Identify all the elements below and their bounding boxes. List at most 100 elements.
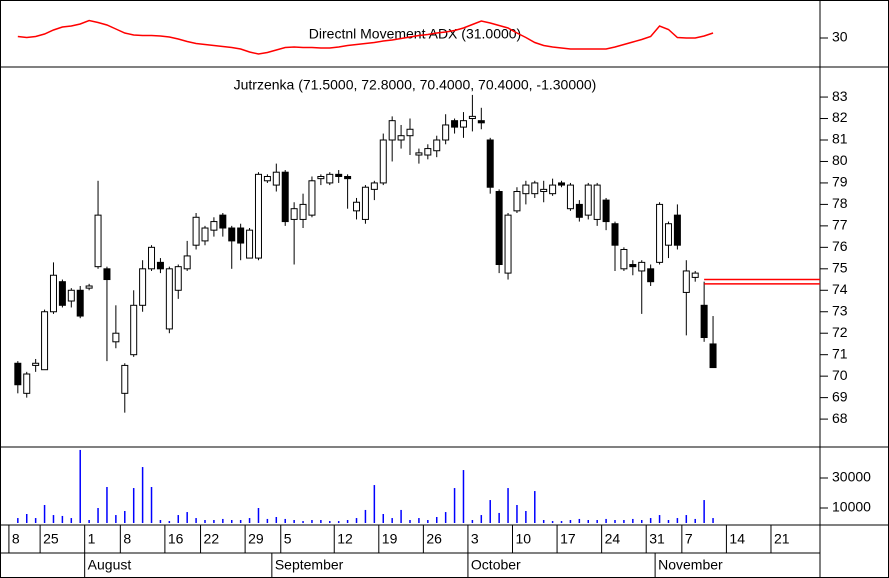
volume-bar (34, 518, 37, 523)
volume-bar (52, 515, 55, 523)
adx-title: Directnl Movement ADX (31.0000) (309, 26, 521, 42)
x-tick-label: 12 (337, 531, 353, 547)
volume-bar (614, 520, 616, 523)
candle-body (549, 184, 557, 195)
y-tick-label: 79 (832, 174, 848, 190)
candle-body (85, 285, 93, 289)
volume-bar (311, 520, 313, 523)
y-tick-label: 81 (832, 131, 848, 147)
y-tick-label: 69 (832, 388, 848, 404)
volume-bar (124, 511, 126, 523)
volume-bar (25, 514, 28, 523)
volume-bar (605, 518, 607, 523)
candle-body (94, 214, 102, 268)
y-tick-label: 77 (832, 217, 848, 233)
volume-bar (534, 491, 536, 523)
candle-body (477, 120, 485, 124)
volume-bar (551, 521, 554, 523)
y-tick-label: 10000 (832, 499, 871, 515)
y-tick-label: 70 (832, 367, 848, 383)
volume-bar (168, 521, 171, 523)
volume-bar (453, 488, 456, 523)
volume-bar (712, 518, 714, 523)
candle-body (682, 270, 690, 293)
volume-bar (418, 518, 420, 523)
volume-bar (462, 470, 465, 523)
x-tick-label: 19 (382, 531, 398, 547)
volume-bar (569, 520, 572, 523)
candle-body (76, 289, 84, 317)
volume-bar (88, 520, 90, 523)
volume-bar (213, 520, 215, 523)
volume-bar (694, 518, 696, 523)
volume-bar (427, 520, 429, 523)
volume-bar (346, 520, 349, 523)
candle-body (139, 268, 147, 306)
candle-body (58, 281, 66, 306)
volume-bar (640, 520, 643, 523)
y-tick-label: 30 (832, 29, 848, 45)
candle-body (656, 203, 664, 263)
candle-body (495, 191, 503, 266)
candle-body (299, 203, 307, 220)
adx-line (17, 19, 714, 55)
y-tick-label: 72 (832, 324, 848, 340)
volume-bar (471, 520, 474, 523)
volume-bar (596, 520, 598, 523)
volume-bar (204, 520, 206, 523)
candle-body (468, 115, 476, 120)
candle-body (41, 311, 49, 371)
volume-bar (293, 520, 295, 523)
volume-bar (337, 521, 340, 523)
volume-bar (70, 518, 73, 523)
x-tick-label: 16 (168, 531, 184, 547)
candle-body (575, 203, 583, 218)
candle-body (664, 223, 672, 246)
volume-bar (177, 515, 180, 523)
volume-bar (79, 449, 81, 523)
volume-bar (525, 511, 527, 523)
candle-body (513, 191, 521, 212)
volume-bar (186, 512, 188, 523)
candle-body (540, 188, 548, 193)
volume-bar (150, 487, 153, 523)
candle-body (103, 268, 111, 281)
volume-bar (43, 505, 46, 523)
candle-body (228, 227, 236, 242)
volume-bar (382, 514, 385, 523)
x-tick-label: 14 (729, 531, 745, 547)
candle-body (344, 175, 352, 180)
candle-body (620, 248, 628, 270)
x-tick-label: 10 (516, 531, 532, 547)
y-tick-label: 74 (832, 281, 848, 297)
x-tick-label: 8 (123, 531, 131, 547)
candle-body (183, 255, 191, 270)
candle-body (673, 214, 681, 246)
volume-bar (320, 520, 322, 523)
volume-bar (435, 517, 438, 523)
volume-bar (141, 467, 144, 523)
candle-body (691, 272, 699, 278)
volume-bar (623, 520, 625, 523)
candle-body (246, 229, 254, 259)
candle-body (459, 120, 467, 128)
candle-body (709, 343, 717, 369)
month-label: November (658, 557, 723, 573)
y-tick-label: 82 (832, 109, 848, 125)
volume-bar (516, 505, 518, 523)
x-tick-label: 31 (649, 531, 665, 547)
candle-body (397, 135, 405, 141)
candle-body (433, 139, 441, 152)
candle-body (522, 184, 530, 195)
volume-bar (391, 518, 393, 523)
candle-body (602, 199, 610, 223)
volume-bar (106, 487, 108, 523)
candle-body (451, 120, 459, 128)
volume-bar (97, 508, 99, 523)
y-tick-label: 78 (832, 195, 848, 211)
x-tick-label: 7 (685, 531, 693, 547)
x-tick-label: 29 (248, 531, 264, 547)
candle-body (67, 289, 75, 302)
volume-bar (498, 512, 500, 523)
